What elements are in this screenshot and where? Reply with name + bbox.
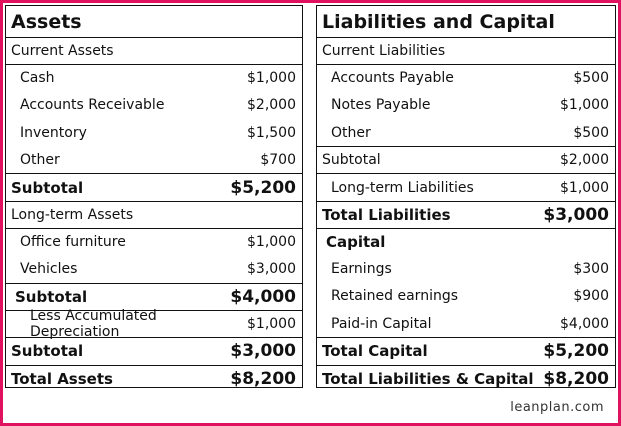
- row-label: Long-term Assets: [11, 206, 134, 223]
- panel-title: Liabilities and Capital: [322, 10, 555, 33]
- liabilities-panel: Liabilities and Capital Current Liabiliti…: [316, 5, 616, 389]
- row: Inventory $1,500: [6, 119, 302, 146]
- row-amount: $700: [260, 151, 296, 168]
- row-amount: $8,200: [543, 368, 609, 389]
- panel-title: Assets: [11, 10, 82, 33]
- row: Accounts Receivable $2,000: [6, 92, 302, 119]
- row-label: Total Assets: [11, 369, 113, 388]
- row-label: Other: [20, 151, 60, 168]
- row-label: Notes Payable: [331, 97, 431, 114]
- row-amount: $2,000: [560, 152, 609, 169]
- panel-header: Assets: [6, 6, 302, 37]
- row: Subtotal $3,000: [6, 337, 302, 364]
- row: Notes Payable $1,000: [317, 92, 615, 119]
- row-label: Vehicles: [20, 261, 78, 278]
- row-amount: $1,500: [247, 124, 296, 141]
- row-amount: $4,000: [230, 286, 296, 307]
- row-label: Total Liabilities: [322, 205, 451, 224]
- row-label: Capital: [326, 233, 386, 252]
- row: Long-term Liabilities $1,000: [317, 173, 615, 200]
- row: Total Capital $5,200: [317, 337, 615, 364]
- row: Vehicles $3,000: [6, 255, 302, 282]
- row: Capital: [317, 228, 615, 255]
- row-label: Long-term Liabilities: [331, 179, 474, 196]
- row-amount: $900: [573, 288, 609, 305]
- row-amount: $3,000: [230, 341, 296, 362]
- row: Total Assets $8,200: [6, 364, 302, 392]
- row-amount: $4,000: [560, 315, 609, 332]
- row-label: Paid-in Capital: [331, 315, 432, 332]
- row-amount: $1,000: [560, 97, 609, 114]
- row: Subtotal $4,000: [6, 282, 302, 310]
- row-amount: $1,000: [247, 70, 296, 87]
- row-amount: $5,200: [543, 341, 609, 362]
- row-amount: $8,200: [230, 368, 296, 389]
- row-label: Earnings: [331, 261, 392, 278]
- row-amount: $1,000: [247, 316, 296, 333]
- row: Subtotal $2,000: [317, 146, 615, 173]
- row-amount: $1,000: [560, 179, 609, 196]
- row-amount: $300: [573, 261, 609, 278]
- row: Less Accumulated Depreciation $1,000: [6, 308, 302, 341]
- row: Office furniture $1,000: [6, 228, 302, 255]
- row: Total Liabilities $3,000: [317, 200, 615, 228]
- row-label: Office furniture: [20, 234, 126, 251]
- assets-panel: Assets Current Assets Cash $1,000 Accounts R…: [5, 5, 303, 389]
- row-label: Total Liabilities & Capital: [322, 369, 534, 388]
- row-label: Cash: [20, 70, 55, 87]
- footer: leanplan.com: [510, 400, 604, 415]
- row-label: Retained earnings: [331, 288, 459, 305]
- row: Subtotal $5,200: [6, 173, 302, 200]
- row-label: Accounts Receivable: [20, 97, 165, 114]
- row-label: Current Liabilities: [322, 43, 446, 60]
- row-amount: $5,200: [230, 177, 296, 198]
- panel-header: Liabilities and Capital: [317, 6, 615, 37]
- row: Earnings $300: [317, 255, 615, 282]
- row-amount: $500: [573, 70, 609, 87]
- row: Total Liabilities & Capital $8,200: [317, 364, 615, 392]
- row: Long-term Assets: [6, 200, 302, 228]
- row-label: Current Assets: [11, 43, 114, 60]
- row-amount: $500: [573, 124, 609, 141]
- row-label: Subtotal: [11, 342, 84, 361]
- row-label: Subtotal: [15, 287, 88, 306]
- row: Accounts Payable $500: [317, 64, 615, 91]
- row: Current Assets: [6, 37, 302, 64]
- row: Cash $1,000: [6, 64, 302, 91]
- row-amount: $2,000: [247, 97, 296, 114]
- row-label: Other: [331, 124, 371, 141]
- row-label: Accounts Payable: [331, 70, 454, 87]
- row: Current Liabilities: [317, 37, 615, 64]
- row-amount: $1,000: [247, 234, 296, 251]
- row-amount: $3,000: [543, 204, 609, 225]
- row: Other $700: [6, 146, 302, 173]
- row-label: Less Accumulated Depreciation: [30, 308, 157, 341]
- row-label: Subtotal: [322, 152, 381, 169]
- row-label: Inventory: [20, 124, 87, 141]
- row: Other $500: [317, 119, 615, 146]
- row: Retained earnings $900: [317, 283, 615, 310]
- row-label: Subtotal: [11, 178, 84, 197]
- row: Paid-in Capital $4,000: [317, 310, 615, 337]
- row-label: Total Capital: [322, 342, 428, 361]
- row-amount: $3,000: [247, 261, 296, 278]
